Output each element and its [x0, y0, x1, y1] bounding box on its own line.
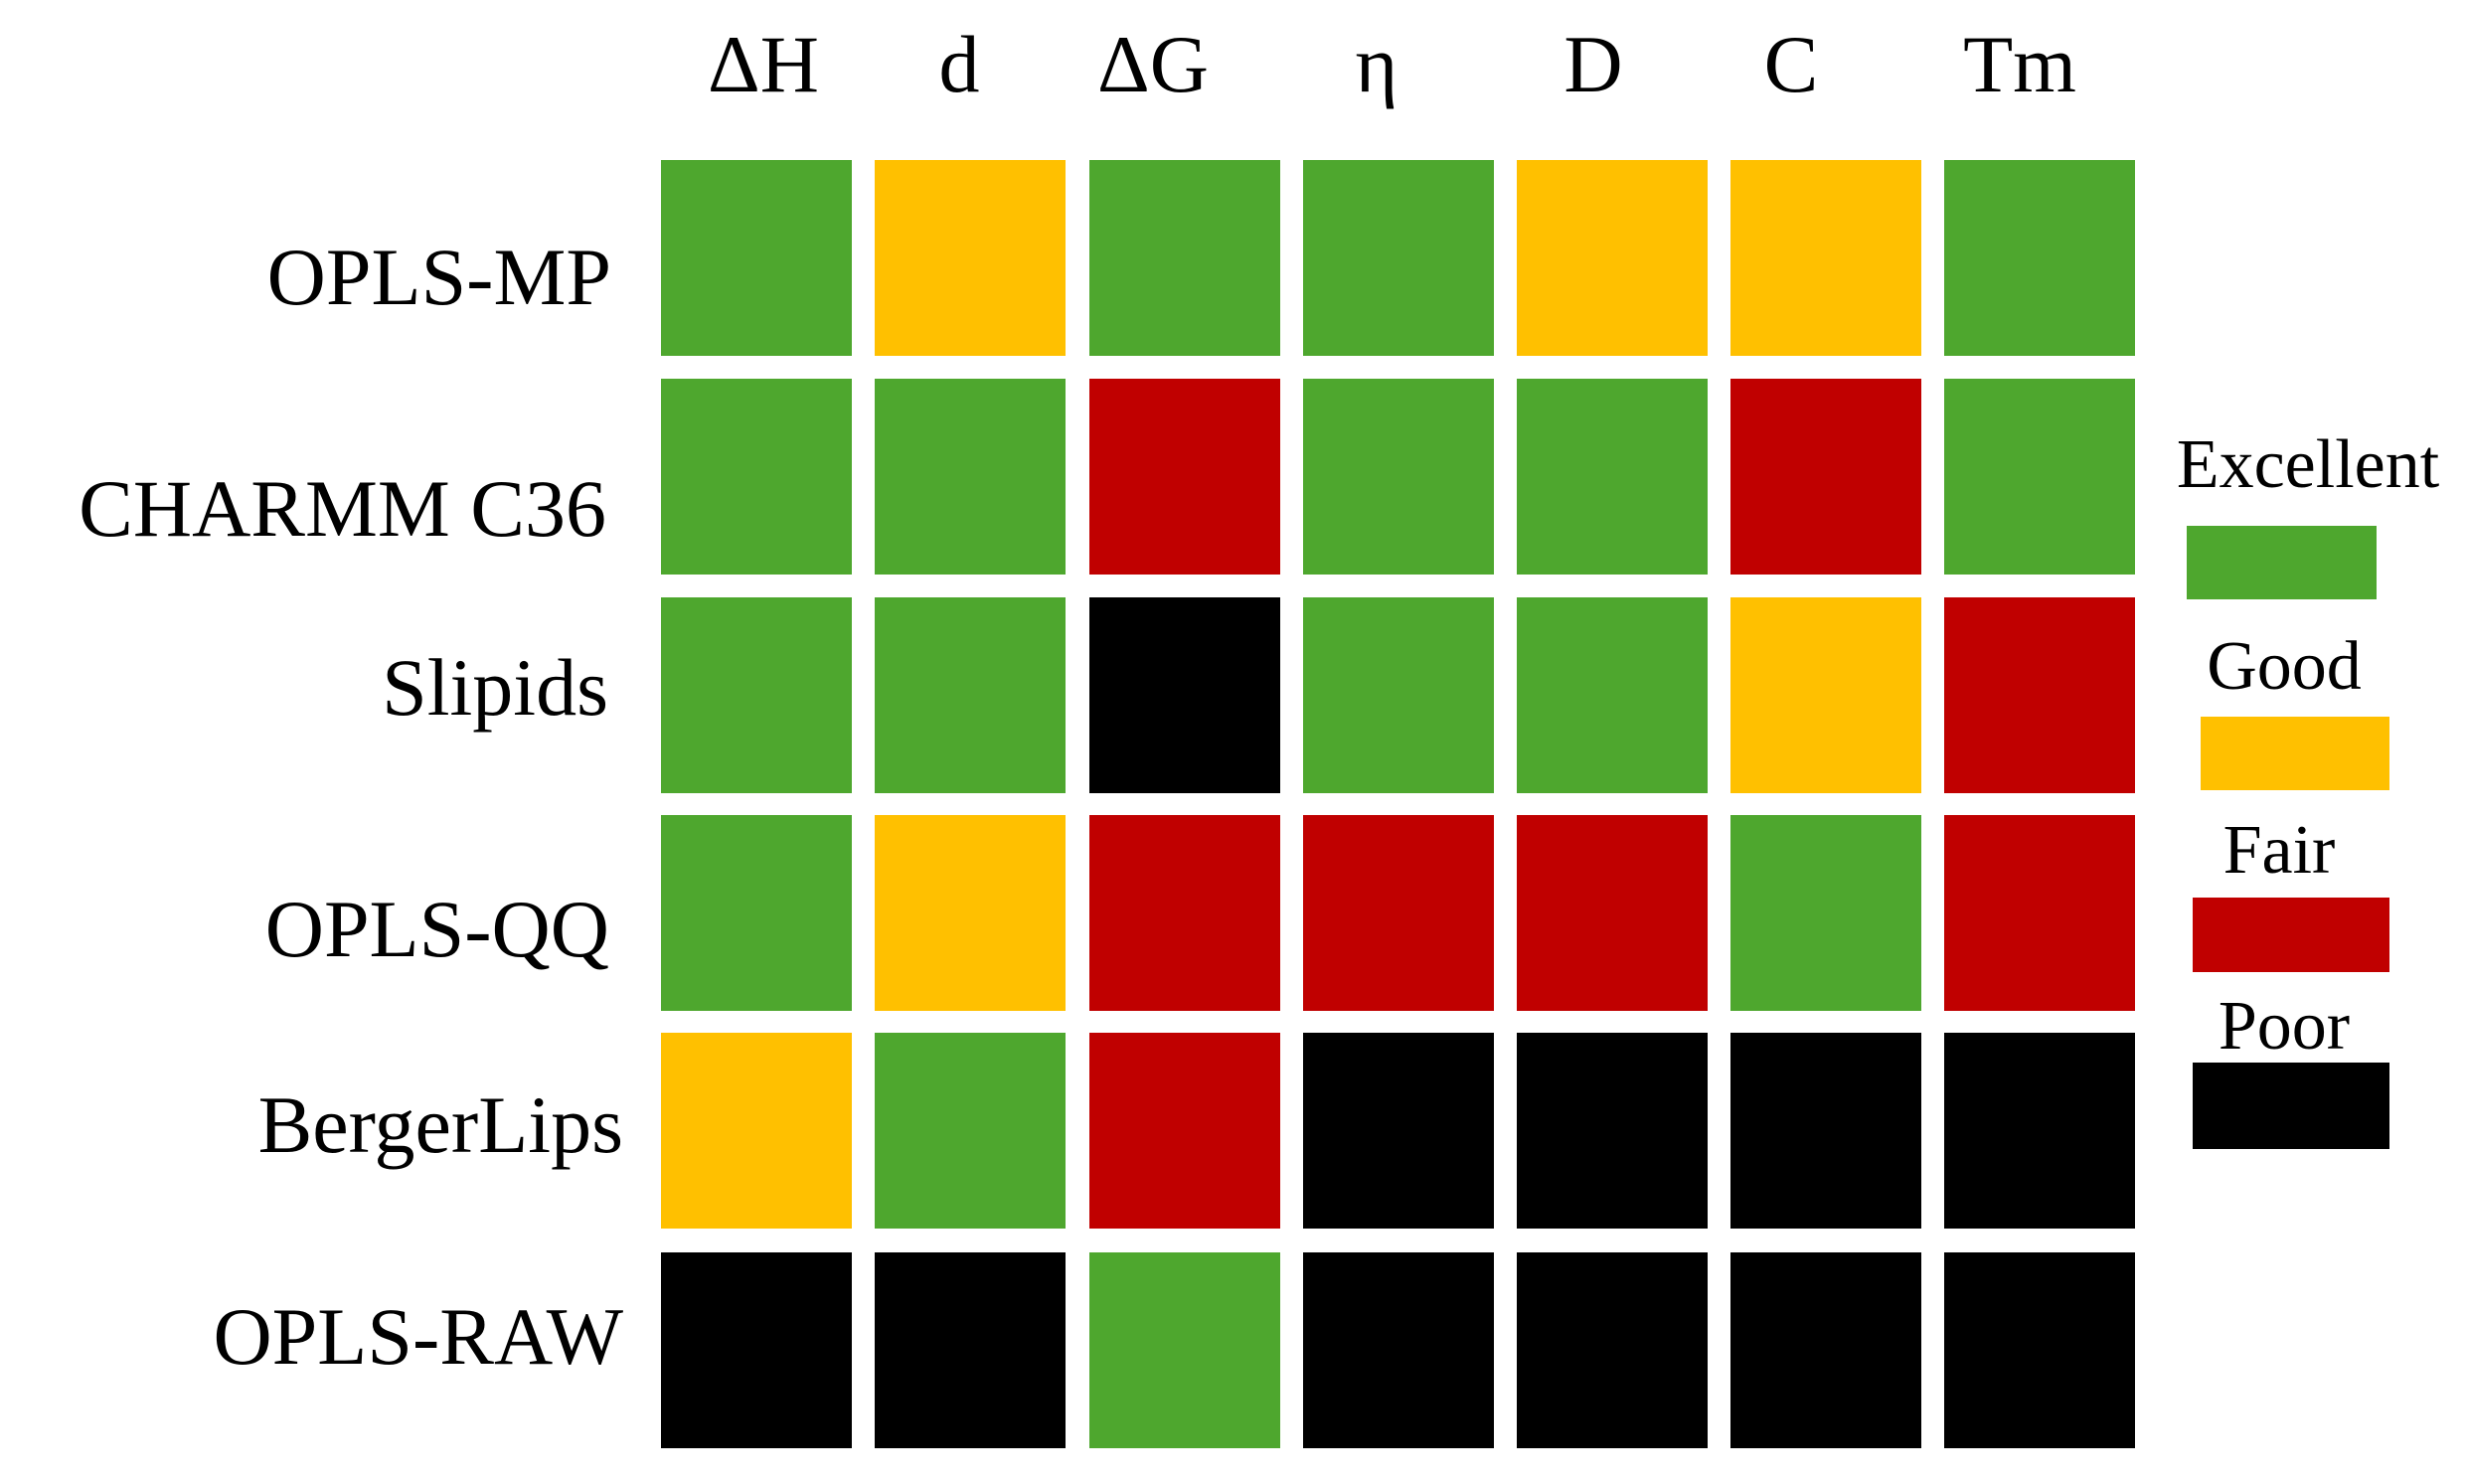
heatmap-cell — [875, 160, 1066, 356]
heatmap-cell — [1944, 1033, 2135, 1229]
column-header: d — [939, 19, 980, 109]
column-headers: ΔH d ΔG η D C Tm — [708, 19, 2076, 109]
legend-swatch — [2193, 898, 2389, 972]
heatmap-cell — [1089, 815, 1280, 1011]
heatmap-cell — [1730, 597, 1921, 793]
legend: Excellent Good Fair Poor — [2177, 426, 2440, 1149]
heatmap-cell — [1089, 379, 1280, 575]
heatmap-cell — [1517, 597, 1708, 793]
column-header: ΔG — [1097, 19, 1209, 109]
heatmap-cell — [661, 815, 852, 1011]
heatmap-cell — [875, 597, 1066, 793]
heatmap-cell — [1303, 379, 1494, 575]
heatmap-cell — [1303, 160, 1494, 356]
heatmap-cell — [1089, 597, 1280, 793]
heatmap-cell — [875, 379, 1066, 575]
legend-label: Fair — [2223, 812, 2336, 889]
heatmap-cell — [1517, 160, 1708, 356]
row-labels: OPLS-MP CHARMM C36 Slipids OPLS-QQ BergerLip… — [79, 232, 623, 1382]
heatmap-cell — [1517, 815, 1708, 1011]
heatmap-cell — [1517, 1252, 1708, 1448]
row-label: BergerLips — [258, 1079, 623, 1170]
legend-swatch — [2193, 1063, 2389, 1149]
heatmap-cell — [661, 379, 852, 575]
column-header: η — [1356, 19, 1398, 109]
heatmap-cell — [1730, 379, 1921, 575]
row-label: OPLS-QQ — [265, 884, 609, 974]
legend-swatch — [2201, 717, 2389, 790]
heatmap-cell — [661, 1252, 852, 1448]
heatmap-cell — [661, 597, 852, 793]
heatmap-cell — [661, 160, 852, 356]
heatmap-cell — [1089, 1252, 1280, 1448]
column-header: Tm — [1963, 19, 2076, 109]
heatmap-cell — [1517, 379, 1708, 575]
heatmap-cell — [1944, 379, 2135, 575]
heatmap-cell — [875, 1252, 1066, 1448]
heatmap-cell — [1517, 1033, 1708, 1229]
heatmap-cell — [1303, 597, 1494, 793]
heatmap-cell — [1303, 815, 1494, 1011]
legend-label: Excellent — [2177, 426, 2440, 503]
heatmap-cell — [1089, 1033, 1280, 1229]
heatmap-cell — [1944, 815, 2135, 1011]
heatmap-cell — [661, 1033, 852, 1229]
heatmap-cell — [1730, 815, 1921, 1011]
legend-label: Poor — [2219, 988, 2350, 1065]
legend-label: Good — [2207, 628, 2362, 705]
row-label: OPLS-MP — [267, 232, 611, 322]
heatmap-cell — [1730, 1033, 1921, 1229]
heatmap-cell — [875, 815, 1066, 1011]
heatmap-cell — [1730, 160, 1921, 356]
row-label: CHARMM C36 — [79, 463, 606, 554]
heatmap-cell — [1303, 1252, 1494, 1448]
heatmap-cell — [1730, 1252, 1921, 1448]
row-label: Slipids — [382, 642, 608, 733]
heatmap-cell — [875, 1033, 1066, 1229]
heatmap-cell — [1089, 160, 1280, 356]
heatmap-cell — [1944, 160, 2135, 356]
heatmap-cell — [1944, 597, 2135, 793]
column-header: C — [1764, 19, 1819, 109]
column-header: D — [1563, 19, 1622, 109]
heatmap-cell — [1303, 1033, 1494, 1229]
column-header: ΔH — [708, 19, 819, 109]
heatmap-cell — [1944, 1252, 2135, 1448]
legend-swatch — [2187, 526, 2377, 599]
heatmap-cells — [661, 160, 2135, 1448]
row-label: OPLS-RAW — [213, 1291, 623, 1382]
